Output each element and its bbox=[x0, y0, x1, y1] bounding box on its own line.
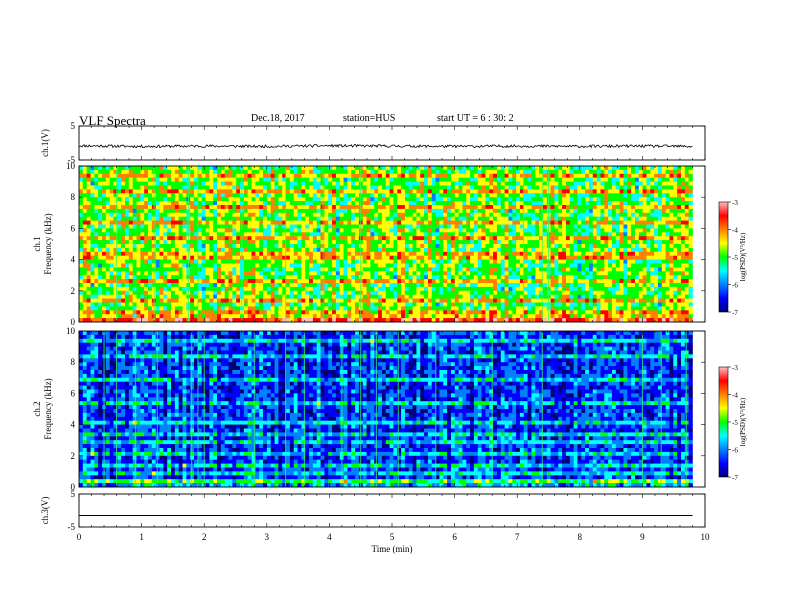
y-tick-label: -5 bbox=[68, 522, 76, 532]
y-tick-label: 0 bbox=[71, 482, 76, 492]
colorbar-tick-label: -4 bbox=[732, 227, 738, 235]
x-tick-label: 2 bbox=[202, 532, 207, 542]
y-tick-label: 6 bbox=[71, 388, 76, 398]
y-tick-label: 4 bbox=[71, 255, 76, 265]
x-tick-label: 0 bbox=[77, 532, 82, 542]
y-axis-label: ch.3(V) bbox=[40, 497, 50, 525]
x-tick-label: 9 bbox=[640, 532, 645, 542]
waveform-trace bbox=[78, 143, 693, 149]
spectrogram-cells bbox=[79, 166, 693, 323]
y-axis-label: Frequency (kHz) bbox=[43, 213, 53, 274]
y-tick-label: 8 bbox=[71, 357, 76, 367]
y-axis-label: ch.1 bbox=[32, 236, 42, 251]
start-time-label: start UT = 6 : 30: 2 bbox=[437, 113, 514, 124]
colorbar-tick-label: -3 bbox=[732, 364, 738, 372]
y-tick-label: -5 bbox=[68, 155, 76, 165]
y-axis-label: ch.2 bbox=[32, 401, 42, 416]
colorbar-tick-label: -7 bbox=[732, 474, 738, 482]
chart-title: VLF Spectra bbox=[79, 113, 146, 128]
x-tick-label: 4 bbox=[327, 532, 332, 542]
y-tick-label: 8 bbox=[71, 192, 76, 202]
y-tick-label: 5 bbox=[71, 121, 76, 131]
y-tick-label: 2 bbox=[71, 451, 76, 461]
panel-frame bbox=[78, 493, 706, 528]
colorbar-label: log(PSD)(V²/Hz) bbox=[739, 397, 747, 446]
colorbar-tick-label: -3 bbox=[732, 199, 738, 207]
colorbar-tick-label: -5 bbox=[732, 419, 738, 427]
colorbar-label: log(PSD)(V²/Hz) bbox=[739, 232, 747, 281]
x-tick-label: 3 bbox=[265, 532, 270, 542]
y-tick-label: 4 bbox=[71, 420, 76, 430]
colorbar-tick-label: -6 bbox=[732, 447, 738, 455]
colorbar-tick-label: -4 bbox=[732, 392, 738, 400]
y-axis-label: Frequency (kHz) bbox=[43, 378, 53, 439]
colorbar-tick-label: -7 bbox=[732, 309, 738, 317]
colorbar-tick-label: -6 bbox=[732, 282, 738, 290]
x-tick-label: 8 bbox=[578, 532, 583, 542]
y-tick-label: 10 bbox=[66, 326, 76, 336]
y-tick-label: 2 bbox=[71, 286, 76, 296]
colorbar bbox=[718, 366, 729, 478]
panel-frame bbox=[78, 125, 706, 161]
colorbar-tick-label: -5 bbox=[732, 254, 738, 262]
y-tick-label: 5 bbox=[71, 489, 76, 499]
colorbar bbox=[718, 201, 729, 313]
date-label: Dec.18, 2017 bbox=[251, 113, 305, 124]
y-axis-label: ch.1(V) bbox=[40, 129, 50, 157]
y-tick-label: 0 bbox=[71, 317, 76, 327]
x-tick-label: 5 bbox=[390, 532, 395, 542]
station-label: station=HUS bbox=[343, 113, 396, 124]
x-tick-label: 10 bbox=[701, 532, 711, 542]
spectrogram-cells bbox=[79, 331, 693, 488]
x-tick-label: 6 bbox=[452, 532, 457, 542]
y-tick-label: 6 bbox=[71, 223, 76, 233]
x-tick-label: 7 bbox=[515, 532, 520, 542]
x-axis-label: Time (min) bbox=[372, 544, 413, 554]
y-tick-label: 10 bbox=[66, 161, 76, 171]
x-tick-label: 1 bbox=[139, 532, 144, 542]
